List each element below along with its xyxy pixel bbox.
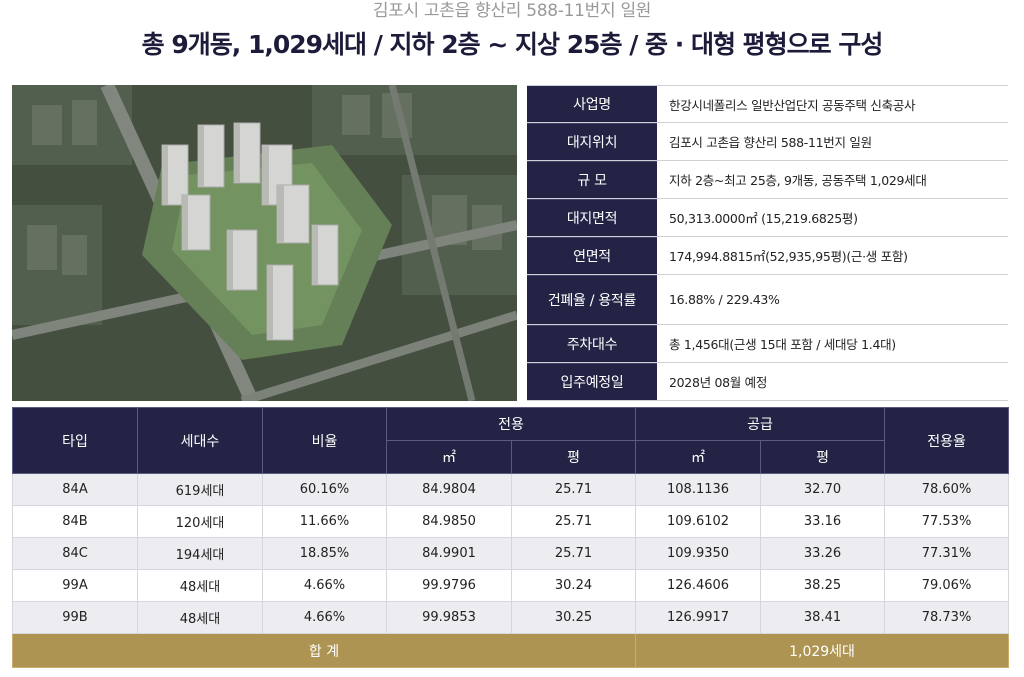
info-value: 16.88% / 229.43% bbox=[657, 275, 1008, 324]
cell-units: 48세대 bbox=[137, 569, 263, 602]
cell-exclusive-rate: 77.53% bbox=[884, 505, 1010, 538]
cell-exclusive-pyeong: 30.25 bbox=[510, 601, 637, 634]
info-row-coverage-ratio: 건폐율 / 용적률 16.88% / 229.43% bbox=[527, 275, 1008, 325]
cell-supply-pyeong: 33.26 bbox=[760, 537, 886, 570]
cell-exclusive-rate: 78.60% bbox=[884, 473, 1010, 506]
cell-exclusive-rate: 78.73% bbox=[884, 601, 1010, 634]
complex-aerial-image bbox=[12, 85, 517, 401]
info-row-site-location: 대지위치 김포시 고촌읍 향산리 588-11번지 일원 bbox=[527, 123, 1008, 161]
info-value: 50,313.0000㎡ (15,219.6825평) bbox=[657, 199, 1008, 236]
info-label: 사업명 bbox=[527, 86, 657, 122]
info-value: 174,994.8815㎡(52,935,95평)(근·생 포함) bbox=[657, 237, 1008, 274]
project-info-table: 사업명 한강시네폴리스 일반산업단지 공동주택 신축공사 대지위치 김포시 고촌… bbox=[527, 85, 1008, 401]
cell-type: 99A bbox=[12, 569, 138, 602]
cell-exclusive-pyeong: 30.24 bbox=[510, 569, 637, 602]
cell-type: 84C bbox=[12, 537, 138, 570]
cell-exclusive-pyeong: 25.71 bbox=[510, 537, 637, 570]
page-title: 총 9개동, 1,029세대 / 지하 2층 ~ 지상 25층 / 중 · 대형… bbox=[141, 30, 884, 59]
cell-exclusive-pyeong: 25.71 bbox=[510, 473, 637, 506]
cell-exclusive-sqm: 99.9853 bbox=[386, 601, 512, 634]
info-label: 규 모 bbox=[527, 161, 657, 198]
cell-exclusive-rate: 77.31% bbox=[884, 537, 1010, 570]
info-value: 김포시 고촌읍 향산리 588-11번지 일원 bbox=[657, 123, 1008, 160]
info-value: 한강시네폴리스 일반산업단지 공동주택 신축공사 bbox=[657, 86, 1008, 122]
cell-type: 84A bbox=[12, 473, 138, 506]
cell-exclusive-pyeong: 25.71 bbox=[510, 505, 637, 538]
header-exclusive-rate: 전용율 bbox=[884, 407, 1010, 474]
total-value: 1,029세대 bbox=[635, 633, 1010, 668]
cell-exclusive-sqm: 84.9850 bbox=[386, 505, 512, 538]
header-supply-sqm: ㎡ bbox=[635, 440, 762, 474]
cell-exclusive-sqm: 84.9804 bbox=[386, 473, 512, 506]
total-label: 합 계 bbox=[11, 633, 637, 668]
cell-supply-pyeong: 38.25 bbox=[760, 569, 886, 602]
cell-exclusive-sqm: 99.9796 bbox=[386, 569, 512, 602]
info-label: 주차대수 bbox=[527, 325, 657, 362]
header-type: 타입 bbox=[12, 407, 138, 474]
info-row-project-name: 사업명 한강시네폴리스 일반산업단지 공동주택 신축공사 bbox=[527, 85, 1008, 123]
cell-supply-sqm: 126.4606 bbox=[635, 569, 762, 602]
header-exclusive-pyeong: 평 bbox=[510, 440, 637, 474]
header-exclusive-sqm: ㎡ bbox=[386, 440, 512, 474]
info-value: 2028년 08월 예정 bbox=[657, 363, 1008, 400]
cell-supply-pyeong: 32.70 bbox=[760, 473, 886, 506]
table-row: 84A 619세대 60.16% 84.9804 25.71 108.1136 … bbox=[12, 473, 1010, 506]
info-label: 대지면적 bbox=[527, 199, 657, 236]
cell-units: 48세대 bbox=[137, 601, 263, 634]
info-row-scale: 규 모 지하 2층~최고 25층, 9개동, 공동주택 1,029세대 bbox=[527, 161, 1008, 199]
cell-ratio: 4.66% bbox=[262, 569, 387, 602]
cell-supply-sqm: 109.6102 bbox=[635, 505, 762, 538]
header-ratio: 비율 bbox=[262, 407, 387, 474]
info-row-move-in-date: 입주예정일 2028년 08월 예정 bbox=[527, 363, 1008, 401]
cell-units: 619세대 bbox=[137, 473, 263, 506]
header-exclusive: 전용 bbox=[385, 407, 637, 441]
info-label: 연면적 bbox=[527, 237, 657, 274]
cell-supply-pyeong: 33.16 bbox=[760, 505, 886, 538]
cell-ratio: 60.16% bbox=[262, 473, 387, 506]
cell-units: 194세대 bbox=[137, 537, 263, 570]
info-label: 건폐율 / 용적률 bbox=[527, 275, 657, 324]
cell-ratio: 18.85% bbox=[262, 537, 387, 570]
cell-type: 99B bbox=[12, 601, 138, 634]
header-supply-pyeong: 평 bbox=[760, 440, 886, 474]
cell-ratio: 11.66% bbox=[262, 505, 387, 538]
cell-type: 84B bbox=[12, 505, 138, 538]
cell-supply-sqm: 108.1136 bbox=[635, 473, 762, 506]
info-label: 입주예정일 bbox=[527, 363, 657, 400]
info-row-parking: 주차대수 총 1,456대(근생 15대 포함 / 세대당 1.4대) bbox=[527, 325, 1008, 363]
cell-units: 120세대 bbox=[137, 505, 263, 538]
info-row-floor-area: 연면적 174,994.8815㎡(52,935,95평)(근·생 포함) bbox=[527, 237, 1008, 275]
info-value: 총 1,456대(근생 15대 포함 / 세대당 1.4대) bbox=[657, 325, 1008, 362]
table-row: 99B 48세대 4.66% 99.9853 30.25 126.9917 38… bbox=[12, 601, 1010, 634]
header-units: 세대수 bbox=[137, 407, 263, 474]
location-subtitle: 김포시 고촌읍 향산리 588-11번지 일원 bbox=[372, 1, 652, 21]
cell-supply-sqm: 109.9350 bbox=[635, 537, 762, 570]
cell-ratio: 4.66% bbox=[262, 601, 387, 634]
cell-exclusive-sqm: 84.9901 bbox=[386, 537, 512, 570]
info-label: 대지위치 bbox=[527, 123, 657, 160]
table-row: 84C 194세대 18.85% 84.9901 25.71 109.9350 … bbox=[12, 537, 1010, 570]
header-supply: 공급 bbox=[635, 407, 886, 441]
table-row: 99A 48세대 4.66% 99.9796 30.24 126.4606 38… bbox=[12, 569, 1010, 602]
cell-exclusive-rate: 79.06% bbox=[884, 569, 1010, 602]
cell-supply-sqm: 126.9917 bbox=[635, 601, 762, 634]
table-row: 84B 120세대 11.66% 84.9850 25.71 109.6102 … bbox=[12, 505, 1010, 538]
unit-type-table: 타입 세대수 비율 전용 공급 전용율 ㎡ 평 ㎡ 평 84A 619세대 60… bbox=[11, 407, 1010, 668]
total-row: 합 계 1,029세대 bbox=[11, 633, 1010, 668]
info-value: 지하 2층~최고 25층, 9개동, 공동주택 1,029세대 bbox=[657, 161, 1008, 198]
cell-supply-pyeong: 38.41 bbox=[760, 601, 886, 634]
info-row-site-area: 대지면적 50,313.0000㎡ (15,219.6825평) bbox=[527, 199, 1008, 237]
